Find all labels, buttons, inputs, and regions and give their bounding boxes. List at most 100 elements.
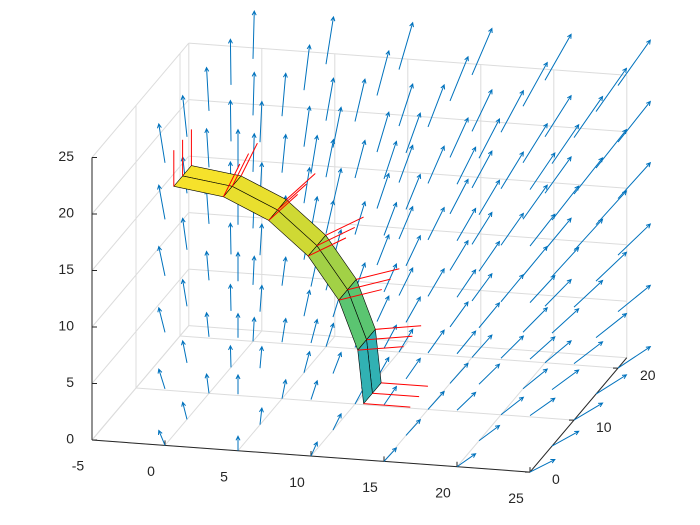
field-arrow bbox=[456, 330, 477, 355]
y-tick-label: 20 bbox=[640, 367, 656, 383]
field-arrow bbox=[204, 189, 210, 224]
field-arrow bbox=[235, 312, 241, 338]
x-tick-label: 5 bbox=[220, 468, 228, 484]
grid-line bbox=[91, 268, 190, 384]
surface-normal bbox=[375, 325, 422, 330]
grid-line bbox=[91, 212, 190, 328]
field-arrow bbox=[617, 223, 652, 256]
field-arrow bbox=[204, 66, 210, 111]
field-arrow bbox=[310, 379, 319, 400]
field-arrow bbox=[617, 161, 652, 199]
field-arrow bbox=[551, 369, 580, 391]
x-tick-label: 0 bbox=[147, 463, 155, 479]
field-arrow bbox=[228, 344, 233, 368]
surface-normal bbox=[277, 183, 307, 211]
field-arrow bbox=[595, 190, 628, 225]
field-arrow bbox=[478, 302, 501, 329]
grid-line bbox=[237, 335, 336, 452]
field-arrow bbox=[332, 106, 343, 148]
x-tick-label: 10 bbox=[289, 474, 305, 490]
field-arrow bbox=[405, 173, 422, 210]
surface-normal bbox=[231, 153, 250, 187]
x-tick-label: -5 bbox=[72, 458, 85, 474]
field-arrow bbox=[456, 268, 477, 298]
field-arrow bbox=[551, 307, 580, 334]
grid-line bbox=[188, 155, 627, 189]
y-tick-label: 10 bbox=[596, 419, 612, 435]
field-arrow bbox=[595, 67, 628, 112]
field-arrow bbox=[595, 251, 628, 282]
field-arrow bbox=[281, 133, 288, 173]
field-arrow bbox=[157, 184, 166, 220]
field-arrow bbox=[303, 105, 312, 147]
x-tick-label: 20 bbox=[435, 484, 451, 500]
field-arrow bbox=[204, 250, 210, 281]
z-tick-label: 5 bbox=[66, 374, 74, 390]
surface-normal bbox=[325, 216, 364, 236]
field-arrow bbox=[522, 122, 548, 164]
field-arrow bbox=[228, 99, 233, 142]
field-arrow bbox=[478, 363, 501, 385]
field-arrow bbox=[456, 391, 477, 411]
field-arrow bbox=[551, 246, 580, 277]
field-arrow bbox=[281, 317, 288, 343]
grid-line bbox=[310, 341, 409, 457]
field-arrow bbox=[529, 336, 556, 360]
grid-line bbox=[91, 155, 190, 271]
field-arrow bbox=[332, 351, 343, 374]
surface-normal bbox=[363, 403, 411, 408]
field-arrow bbox=[398, 328, 414, 353]
field-arrow bbox=[595, 374, 628, 395]
field-arrow bbox=[500, 273, 525, 303]
grid-line bbox=[456, 352, 555, 468]
field-arrow bbox=[383, 447, 398, 462]
field-arrow bbox=[228, 38, 233, 85]
field-arrow bbox=[617, 100, 651, 143]
field-arrow bbox=[529, 459, 556, 473]
field-arrow bbox=[204, 311, 210, 337]
grid-line bbox=[91, 325, 190, 441]
field-arrow bbox=[259, 406, 264, 425]
field-arrow bbox=[376, 49, 391, 96]
grid-line bbox=[188, 268, 627, 302]
field-arrow bbox=[522, 306, 549, 333]
field-arrow bbox=[471, 334, 493, 358]
field-arrow bbox=[325, 322, 335, 347]
field-arrow bbox=[259, 100, 265, 143]
field-arrow bbox=[478, 424, 501, 442]
field-arrow bbox=[573, 341, 604, 364]
field-arrow bbox=[405, 296, 421, 323]
field-arrow bbox=[500, 335, 525, 359]
field-arrow bbox=[544, 94, 572, 138]
grid-line bbox=[91, 99, 190, 215]
field-arrow bbox=[427, 83, 446, 128]
field-arrow bbox=[471, 211, 493, 245]
field-arrow bbox=[228, 222, 233, 255]
z-tick-label: 20 bbox=[58, 205, 74, 221]
field-arrow bbox=[595, 312, 628, 338]
surface-normal bbox=[222, 163, 241, 197]
field-arrow bbox=[383, 385, 398, 406]
field-arrow bbox=[325, 15, 336, 65]
field-arrow bbox=[398, 205, 414, 240]
field-arrow bbox=[573, 279, 604, 308]
surface-normal bbox=[268, 193, 299, 221]
field-arrow bbox=[544, 340, 572, 364]
field-arrow bbox=[310, 318, 319, 344]
field-arrow bbox=[522, 184, 548, 220]
field-arrow bbox=[456, 207, 477, 241]
field-arrow bbox=[522, 368, 549, 390]
z-tick-label: 25 bbox=[58, 148, 74, 164]
surface-normal bbox=[347, 278, 391, 291]
z-tick-label: 0 bbox=[66, 431, 74, 447]
field-arrow bbox=[551, 185, 580, 221]
field-arrow bbox=[471, 150, 493, 189]
field-arrow bbox=[471, 272, 493, 302]
field-arrow bbox=[181, 401, 188, 420]
field-arrow bbox=[449, 178, 469, 215]
field-arrow bbox=[617, 284, 652, 312]
field-arrow bbox=[617, 39, 651, 86]
surface-normal bbox=[338, 289, 382, 301]
field-arrow bbox=[332, 412, 342, 431]
surface-normal bbox=[381, 382, 428, 387]
